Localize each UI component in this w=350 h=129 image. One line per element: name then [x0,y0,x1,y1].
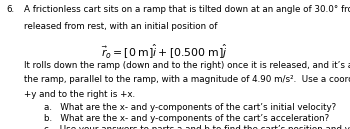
Text: A frictionless cart sits on a ramp that is tilted down at an angle of 30.0° from: A frictionless cart sits on a ramp that … [24,5,350,14]
Text: c.   Use your answers to parts a and b to find the cart’s position and velocity : c. Use your answers to parts a and b to … [44,125,350,129]
Text: 6.: 6. [6,5,14,14]
Text: It rolls down the ramp (down and to the right) once it is released, and it’s acc: It rolls down the ramp (down and to the … [24,61,350,70]
Text: b.   What are the x- and y-components of the cart’s acceleration?: b. What are the x- and y-components of t… [44,114,329,123]
Text: a.   What are the x- and y-components of the cart’s initial velocity?: a. What are the x- and y-components of t… [44,103,336,112]
Text: released from rest, with an initial position of: released from rest, with an initial posi… [24,22,217,31]
Text: the ramp, parallel to the ramp, with a magnitude of 4.90 m/s².  Use a coordinate: the ramp, parallel to the ramp, with a m… [24,75,350,84]
Text: $\vec{r}_o = [0\;\mathrm{m}]\hat{i} + [0.500\;\mathrm{m}]\hat{j}$: $\vec{r}_o = [0\;\mathrm{m}]\hat{i} + [0… [101,43,228,61]
Text: +y and to the right is +x.: +y and to the right is +x. [24,90,135,99]
